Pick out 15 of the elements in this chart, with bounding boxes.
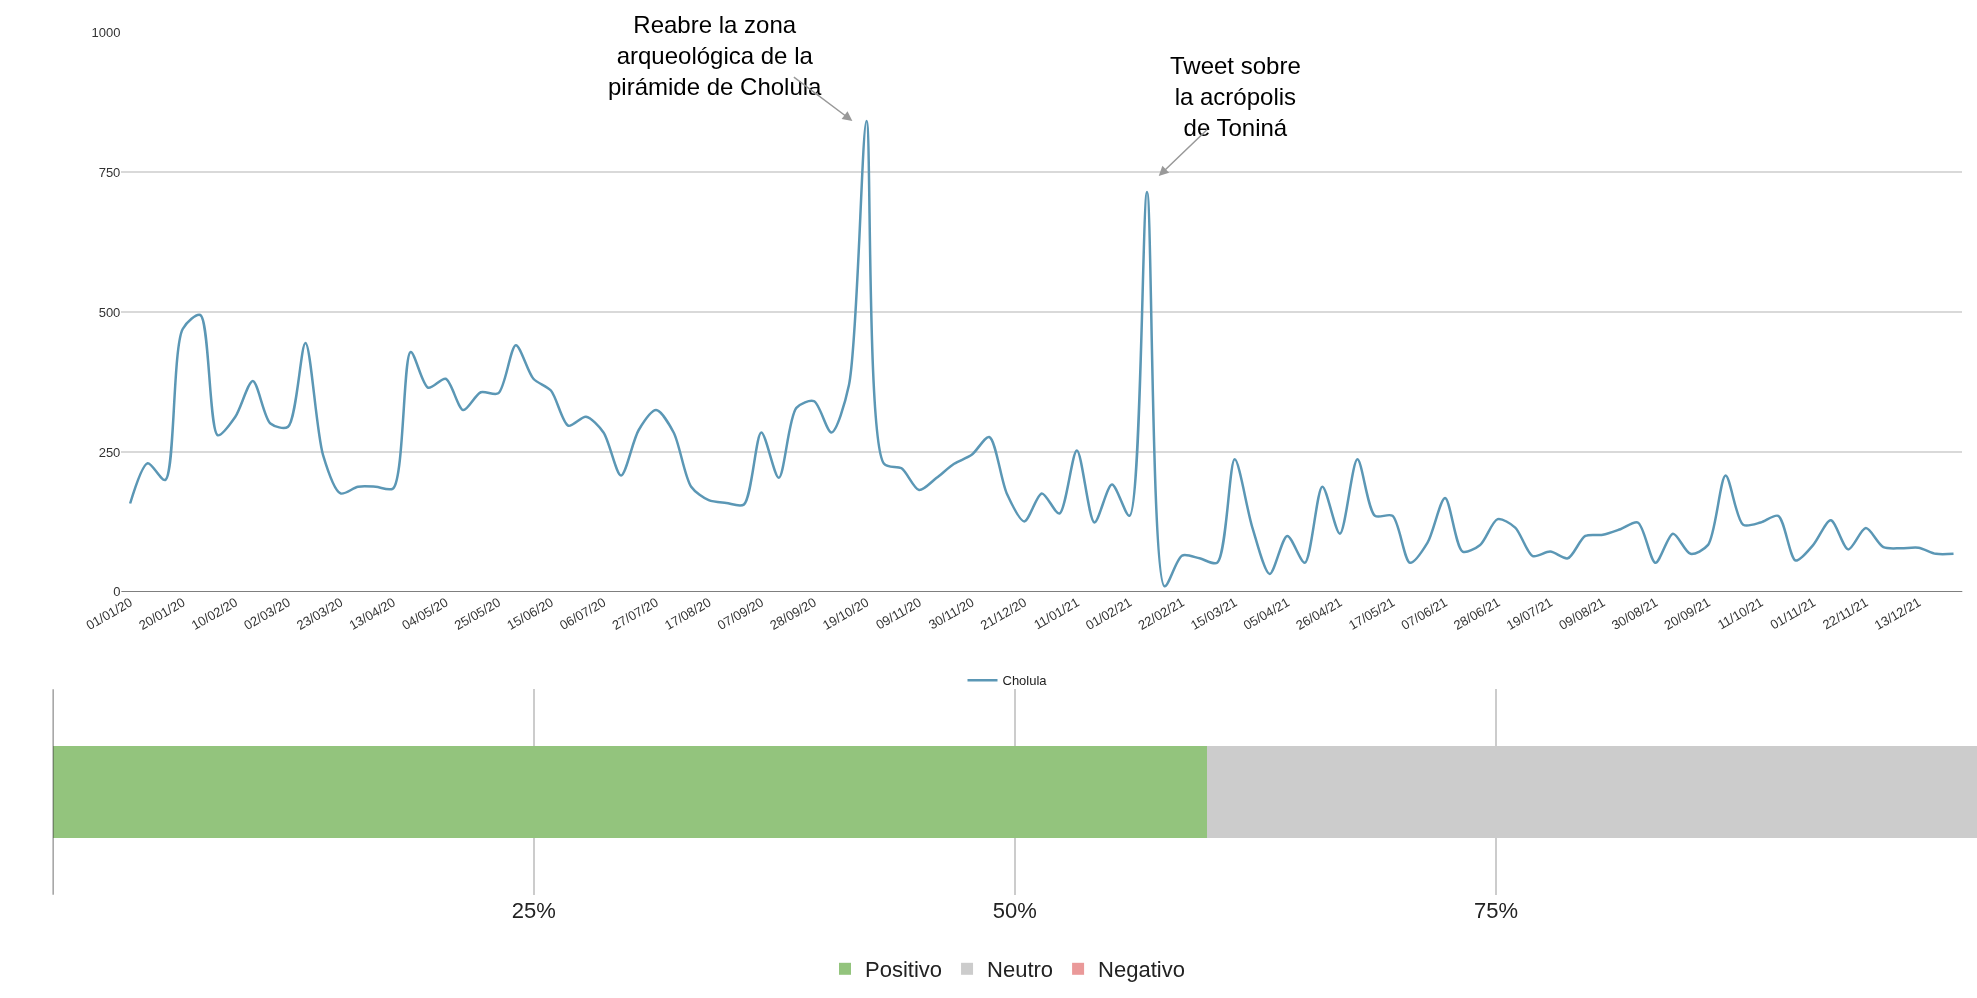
annotation: Reabre la zona arqueológica de la pirámide de Cholula xyxy=(608,11,823,101)
x-tick-label: 50% xyxy=(992,897,1037,923)
legend-label: Cholula xyxy=(1002,673,1048,689)
x-tick-label: 75% xyxy=(1473,897,1518,923)
legend-label: Positivo xyxy=(865,957,943,983)
y-tick-label: 750 xyxy=(98,164,121,180)
y-tick-label: 1000 xyxy=(91,25,121,41)
annotation: Tweet sobre la acrópolis de Toniná xyxy=(1170,52,1301,142)
y-tick-label: 250 xyxy=(98,444,121,460)
legend-label: Neutro xyxy=(987,957,1054,983)
line-series xyxy=(128,119,1955,588)
legend-label: Negativo xyxy=(1098,957,1185,983)
y-tick-label: 0 xyxy=(113,584,121,600)
y-tick-label: 500 xyxy=(98,304,121,320)
x-tick-label: 25% xyxy=(511,897,556,923)
